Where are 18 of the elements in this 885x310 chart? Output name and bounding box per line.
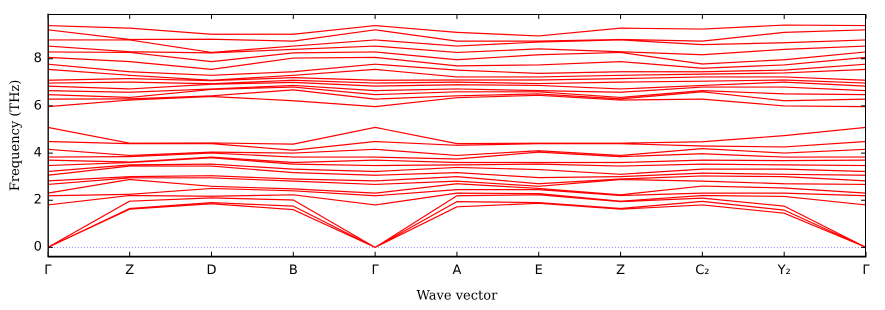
x-tick-label: Z (616, 262, 626, 278)
y-tick-label: 0 (34, 240, 42, 255)
x-tick-label: Γ (862, 262, 870, 278)
y-tick-label: 6 (34, 98, 42, 114)
x-tick-label: B (288, 262, 298, 278)
y-tick-label: 8 (34, 51, 42, 66)
y-axis-title: Frequency (THz) (8, 80, 24, 192)
x-tick-label: Y₂ (776, 262, 791, 278)
x-tick-label: Z (125, 262, 134, 278)
y-tick-label: 2 (34, 192, 42, 208)
x-axis-title: Wave vector (416, 288, 498, 304)
x-tick-label: Γ (44, 262, 52, 278)
y-tick-label: 4 (34, 145, 42, 160)
x-tick-label: C₂ (695, 262, 710, 278)
x-tick-label: Γ (372, 262, 380, 278)
x-tick-label: E (534, 262, 543, 278)
x-tick-label: A (452, 262, 462, 278)
x-tick-label: D (206, 262, 217, 278)
